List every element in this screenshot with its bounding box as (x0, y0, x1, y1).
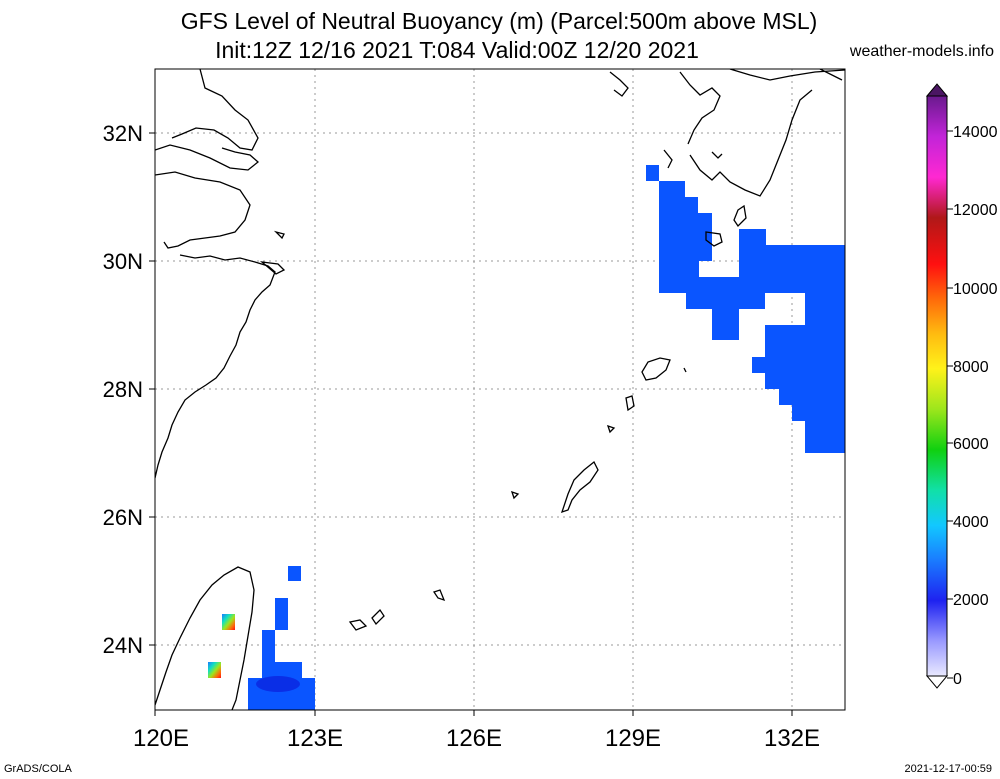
colorbar-label: 12000 (953, 202, 998, 219)
lon-label: 120E (133, 725, 189, 752)
coastlines (155, 69, 845, 710)
colorbar-label: 4000 (953, 514, 989, 531)
colorbar-top-arrow (925, 83, 949, 97)
colorbar-label: 8000 (953, 359, 989, 376)
colorbar-label: 6000 (953, 436, 989, 453)
map-subtitle: Init:12Z 12/16 2021 T:084 Valid:00Z 12/2… (215, 37, 699, 63)
lon-label: 129E (605, 725, 661, 752)
lat-label: 28N (103, 377, 143, 402)
field-core (256, 676, 300, 692)
lat-label: 26N (103, 505, 143, 530)
credit-text: weather-models.info (849, 43, 994, 60)
colorbar-label: 10000 (953, 281, 998, 298)
lon-label: 123E (287, 725, 343, 752)
lat-label: 30N (103, 249, 143, 274)
colorbar-bar (926, 95, 948, 677)
colorbar-label: 2000 (953, 592, 989, 609)
field-cells-east (646, 165, 845, 453)
colorbar (925, 83, 953, 689)
map-title: GFS Level of Neutral Buoyancy (m) (Parce… (180, 8, 818, 34)
colorbar-label: 14000 (953, 124, 998, 141)
lat-label: 32N (103, 121, 143, 146)
lon-label: 126E (446, 725, 502, 752)
lon-label: 132E (764, 725, 820, 752)
colorbar-label: 0 (953, 671, 962, 688)
field-cell-high-2 (208, 662, 221, 678)
axis-ticks (149, 132, 793, 716)
lat-label: 24N (103, 633, 143, 658)
footer-software: GrADS/COLA (4, 763, 72, 775)
colorbar-bottom-arrow (925, 675, 949, 689)
field-cell-high-1 (222, 614, 235, 630)
footer-timestamp: 2021-12-17-00:59 (904, 763, 992, 775)
